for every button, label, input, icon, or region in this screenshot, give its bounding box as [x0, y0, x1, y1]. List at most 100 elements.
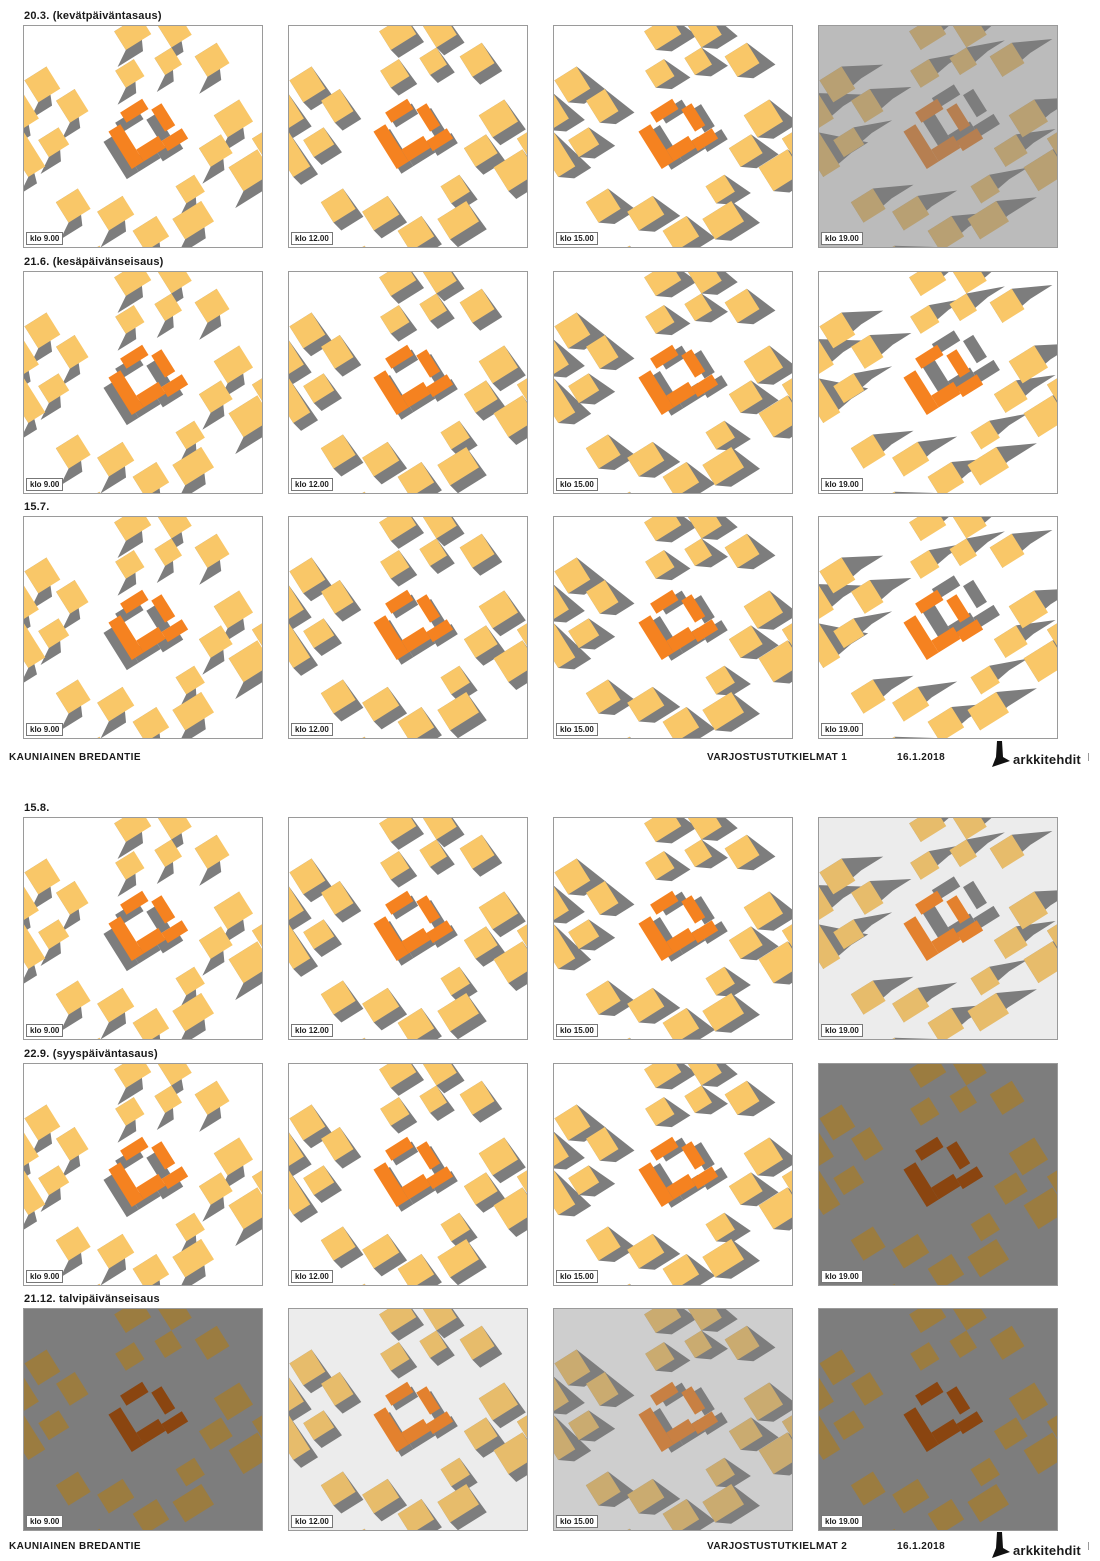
project-building-wing — [915, 589, 944, 614]
neighbor-building — [728, 1172, 763, 1205]
project-building — [373, 1136, 458, 1212]
shadow-map-panel: klo 19.00 — [818, 1308, 1058, 1531]
map-layer — [554, 517, 792, 738]
neighbor-building — [850, 679, 886, 714]
project-building-wing — [650, 1136, 679, 1161]
project-building-wing — [915, 344, 944, 369]
neighbor-building — [132, 707, 170, 738]
neighbor-building — [743, 1382, 784, 1421]
neighbor-building — [586, 881, 619, 915]
map-layer — [24, 1309, 262, 1530]
neighbor-building — [463, 625, 498, 658]
neighbor-building — [194, 834, 230, 869]
time-label: klo 9.00 — [26, 478, 64, 491]
shadow-map-panel: klo 19.00 — [818, 1063, 1058, 1286]
neighbor-building — [420, 1064, 457, 1086]
project-building-wing — [416, 349, 441, 378]
neighbor-building — [851, 1127, 884, 1161]
project-building-wing — [426, 920, 454, 944]
shadow-map-panel: klo 19.00 — [818, 817, 1058, 1040]
map-layer — [554, 1064, 792, 1285]
project-building — [103, 344, 189, 426]
neighbor-building — [662, 707, 700, 738]
neighbor-building — [24, 339, 39, 377]
neighbor-building — [554, 1376, 569, 1414]
building-shadow — [103, 625, 139, 671]
neighbor-building — [585, 980, 621, 1015]
neighbor-building — [586, 1372, 619, 1406]
shadow-map-drawing — [819, 26, 1057, 247]
building-shadow — [819, 885, 862, 923]
neighbor-building — [892, 441, 930, 477]
time-label: klo 19.00 — [821, 723, 863, 736]
neighbor-building — [175, 174, 205, 204]
neighbor-building — [380, 1342, 410, 1371]
neighbor-building — [554, 66, 591, 103]
project-building — [373, 1381, 458, 1457]
neighbor-building — [24, 66, 61, 103]
project-building-wing — [416, 895, 441, 924]
neighbor-building — [194, 288, 230, 323]
shadow-map-panel: klo 12.00 — [288, 1063, 528, 1286]
neighbor-building — [833, 373, 865, 404]
neighbor-building — [850, 980, 886, 1015]
neighbor-building — [38, 127, 70, 158]
neighbor-building — [24, 1349, 61, 1386]
project-building-wing — [946, 349, 971, 378]
neighbor-building — [819, 312, 856, 349]
neighbor-building — [586, 1127, 619, 1161]
neighbor-building — [586, 580, 619, 614]
neighbor-building — [493, 941, 527, 984]
neighbor-building — [175, 420, 205, 450]
neighbor-building — [724, 533, 760, 568]
project-building-wing — [666, 381, 696, 408]
neighbor-building — [303, 618, 335, 649]
neighbor-building — [321, 580, 354, 614]
neighbor-building — [24, 1415, 46, 1461]
neighbor-building — [910, 1097, 940, 1126]
neighbor-building — [554, 623, 576, 669]
neighbor-building — [440, 420, 470, 450]
time-label: klo 15.00 — [556, 1024, 598, 1037]
neighbor-building — [251, 616, 262, 659]
map-layer — [819, 818, 1057, 1039]
neighbor-building — [362, 987, 400, 1023]
time-label: klo 12.00 — [291, 1024, 333, 1037]
building-shadow — [690, 595, 715, 624]
neighbor-building — [993, 1172, 1028, 1205]
neighbor-building — [463, 380, 498, 413]
neighbor-building — [289, 1104, 326, 1141]
neighbor-building — [213, 99, 254, 138]
shadow-map-drawing — [819, 517, 1057, 738]
building-shadow — [146, 113, 171, 142]
neighbor-building — [728, 926, 763, 959]
shadow-map-drawing — [554, 1064, 792, 1285]
project-building-wing — [681, 349, 706, 378]
neighbor-building — [115, 59, 145, 88]
neighbor-building — [851, 335, 884, 369]
neighbor-building — [493, 395, 527, 438]
neighbor-building — [993, 625, 1028, 658]
project-building-wing — [151, 349, 176, 378]
neighbor-building — [478, 590, 519, 629]
neighbor-building — [251, 1163, 262, 1206]
project-building-wing — [120, 344, 149, 369]
building-shadow — [690, 104, 715, 133]
neighbor-building — [910, 550, 940, 579]
neighbor-building — [362, 686, 400, 722]
neighbor-building — [155, 1309, 192, 1331]
neighbor-building — [303, 919, 335, 950]
map-layer — [289, 272, 527, 493]
shadow-map-drawing — [819, 272, 1057, 493]
neighbor-building — [289, 66, 326, 103]
neighbor-building — [705, 1457, 735, 1487]
neighbor-building — [397, 1499, 435, 1530]
map-layer — [554, 1309, 792, 1530]
neighbor-building — [516, 917, 527, 960]
neighbor-building — [289, 339, 304, 377]
project-building-wing — [666, 135, 696, 162]
map-layer — [24, 272, 262, 493]
neighbor-building — [213, 1137, 254, 1176]
neighbor-building — [554, 557, 591, 594]
shadow-map-drawing — [554, 818, 792, 1039]
